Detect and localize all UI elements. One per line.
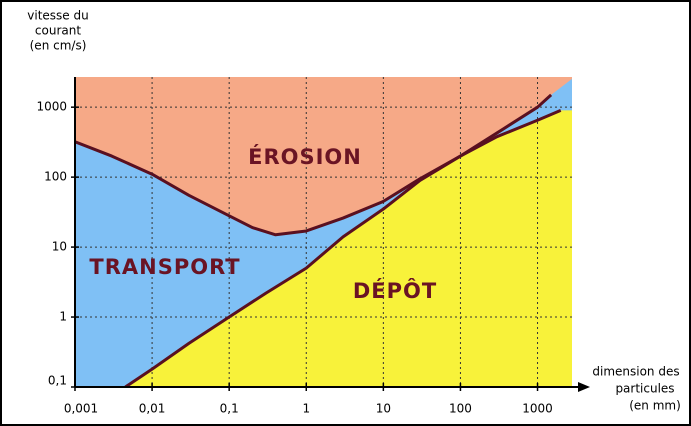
y-axis-title: courant <box>35 24 81 38</box>
plot-area <box>75 77 572 387</box>
y-tick-label: 1 <box>59 310 67 324</box>
x-tick-label: 1 <box>302 402 310 416</box>
curve <box>124 108 562 387</box>
x-axis-title: dimension des <box>592 365 679 379</box>
y-tick-label: 10 <box>52 240 67 254</box>
x-axis-title: particules <box>615 382 674 396</box>
y-tick-label: 0,1 <box>48 374 67 388</box>
erosion-region <box>75 77 572 235</box>
y-axis-title: vitesse du <box>27 9 88 23</box>
x-tick-label: 0,01 <box>139 402 166 416</box>
region-label: DÉPÔT <box>353 278 437 303</box>
region-label: ÉROSION <box>248 144 362 169</box>
x-tick-label: 0,1 <box>220 402 239 416</box>
x-tick-label: 10 <box>376 402 391 416</box>
x-tick-label: 1000 <box>522 402 553 416</box>
x-tick-label: 0,001 <box>64 402 98 416</box>
region-label: TRANSPORT <box>89 255 240 279</box>
x-axis-arrow <box>578 382 590 392</box>
x-tick-label: 100 <box>449 402 472 416</box>
y-tick-label: 1000 <box>36 100 67 114</box>
y-tick-label: 100 <box>44 170 67 184</box>
x-axis-title: (en mm) <box>629 399 681 413</box>
curve <box>75 93 553 237</box>
y-axis-title: (en cm/s) <box>30 39 87 53</box>
